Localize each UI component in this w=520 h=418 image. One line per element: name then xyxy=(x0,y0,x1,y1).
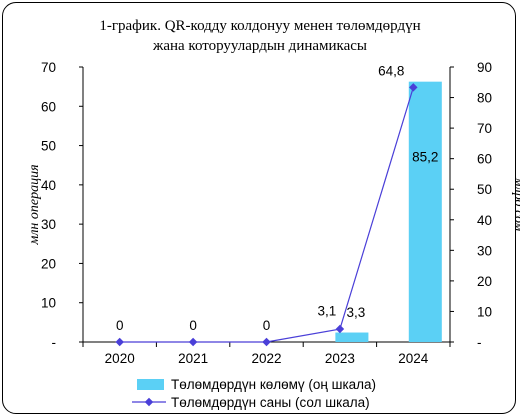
right-tick-label: 20 xyxy=(477,274,492,289)
x-tick-label: 2022 xyxy=(251,351,281,366)
x-tick-label: 2024 xyxy=(398,351,429,366)
right-tick-label: 90 xyxy=(477,60,492,75)
line-point xyxy=(262,337,271,347)
bar xyxy=(335,332,369,342)
right-tick-label: 40 xyxy=(477,213,492,228)
line-data-label: 64,8 xyxy=(378,63,404,78)
bar-data-label: 85,2 xyxy=(412,150,438,165)
line-point xyxy=(188,337,198,347)
right-tick-label: 50 xyxy=(477,182,492,197)
line-point xyxy=(335,324,345,334)
legend-bar-swatch xyxy=(137,379,164,390)
left-tick-label: 60 xyxy=(41,99,56,114)
line-data-label: 0 xyxy=(116,318,124,333)
line-data-label: 3,3 xyxy=(347,305,366,320)
right-tick-label: 30 xyxy=(477,243,492,258)
right-tick-label: - xyxy=(477,335,482,350)
left-axis-title: млн операция xyxy=(27,164,42,245)
line-data-label: 0 xyxy=(189,318,197,333)
left-tick-label: - xyxy=(52,335,57,350)
x-tick-label: 2020 xyxy=(105,351,135,366)
x-tick-label: 2023 xyxy=(325,351,355,366)
chart-title-line-2: жана которуулардын динамикасы xyxy=(152,38,368,54)
line-point xyxy=(409,83,418,92)
line-data-label: 0 xyxy=(263,318,271,333)
legend-line-label: Төлөмдөрдүн саны (сол шкала) xyxy=(171,395,370,410)
chart-title-line-1: 1-график. QR-кодду колдонуу менен төлөмд… xyxy=(99,18,421,34)
line-point xyxy=(115,337,124,347)
bar xyxy=(408,81,442,343)
legend-bar-label: Төлөмдөрдүн көлөмү (оң шкала) xyxy=(171,377,376,392)
x-tick-label: 2021 xyxy=(178,351,208,366)
left-tick-label: 30 xyxy=(41,217,56,232)
left-tick-label: 50 xyxy=(41,139,56,154)
left-tick-label: 10 xyxy=(41,296,56,311)
right-tick-label: 10 xyxy=(477,304,492,319)
right-axis-title: млрд сом xyxy=(511,177,520,232)
right-tick-label: 60 xyxy=(477,152,492,167)
right-tick-label: 80 xyxy=(477,91,492,106)
legend-line-marker xyxy=(144,397,154,407)
left-tick-label: 70 xyxy=(41,60,56,75)
series-line xyxy=(119,87,414,343)
bar-data-label: 3,1 xyxy=(318,304,337,319)
left-tick-label: 20 xyxy=(41,256,56,271)
left-tick-label: 40 xyxy=(41,178,56,193)
right-tick-label: 70 xyxy=(477,121,492,136)
